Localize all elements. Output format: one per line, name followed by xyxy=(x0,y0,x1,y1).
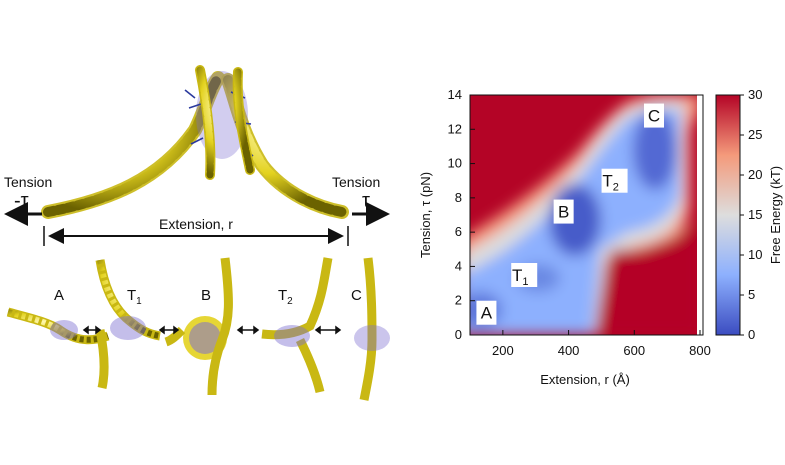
colorbar-tick-label: 30 xyxy=(748,87,762,102)
y-tick-label: 10 xyxy=(448,156,462,171)
state-box-label: T1 xyxy=(512,266,529,288)
right-tension-word: Tension xyxy=(332,174,380,190)
dna-helix-left-arm xyxy=(41,71,225,219)
state-label-a: A xyxy=(54,287,64,304)
right-tension-symbol: τ xyxy=(362,190,370,212)
y-tick-label: 8 xyxy=(455,190,462,205)
colorbar-tick-label: 15 xyxy=(748,207,762,222)
plot-frame xyxy=(469,94,704,336)
state-label-b: B xyxy=(201,287,211,304)
y-tick-label: 12 xyxy=(448,121,462,136)
colorbar-label: Free Energy (kT) xyxy=(768,166,783,264)
state-box-label: C xyxy=(648,107,660,126)
colorbar-tick-label: 0 xyxy=(748,327,755,342)
x-axis-label: Extension, r (Å) xyxy=(540,372,630,387)
state-box-c xyxy=(644,103,664,128)
state-label-c: C xyxy=(351,287,362,304)
state-box-a xyxy=(476,300,497,325)
x-tick-label: 600 xyxy=(623,343,645,358)
state-molecule-c xyxy=(354,257,390,401)
colorbar-tick-label: 5 xyxy=(748,287,755,302)
y-tick-label: 0 xyxy=(455,327,462,342)
stretched-nucleosome xyxy=(41,65,349,219)
state-molecule-b xyxy=(164,257,233,396)
state-label-t2: T2 xyxy=(278,287,293,307)
state-box-label: T2 xyxy=(602,172,619,194)
nucleosome-illustration: Tension -τ Tension τ Extension, r xyxy=(4,65,390,401)
y-axis-ticks: 0 2 4 6 8 10 12 14 xyxy=(448,87,475,342)
x-tick-label: 400 xyxy=(558,343,580,358)
x-tick-label: 200 xyxy=(492,343,514,358)
state-box-t2 xyxy=(601,168,628,193)
extension-label: Extension, r xyxy=(159,216,233,232)
heatmap-surface xyxy=(470,95,700,335)
colorbar-tick-label: 25 xyxy=(748,127,762,142)
state-transition-arrows xyxy=(82,325,342,335)
colorbar-tick-label: 10 xyxy=(748,247,762,262)
left-tension-word: Tension xyxy=(4,174,52,190)
y-tick-label: 2 xyxy=(455,293,462,308)
state-molecule-t1 xyxy=(95,259,161,389)
colorbar-ticks: 0 5 10 15 20 25 30 xyxy=(740,87,762,342)
state-box-b xyxy=(553,199,574,224)
state-molecule-t2 xyxy=(261,257,333,394)
colorbar xyxy=(715,94,741,336)
colorbar-tick-label: 20 xyxy=(748,167,762,182)
state-molecule-a xyxy=(6,307,110,345)
state-box-label: A xyxy=(481,304,493,323)
y-axis-label: Tension, τ (pN) xyxy=(418,172,433,258)
x-tick-label: 800 xyxy=(689,343,711,358)
left-tension-symbol: -τ xyxy=(14,190,29,212)
state-box-label: B xyxy=(558,203,569,222)
y-tick-label: 14 xyxy=(448,87,462,102)
state-label-t1: T1 xyxy=(127,287,142,307)
state-box-t1 xyxy=(511,263,538,287)
x-axis-ticks: 200 400 600 800 xyxy=(492,330,711,358)
y-tick-label: 4 xyxy=(455,258,462,273)
y-tick-label: 6 xyxy=(455,224,462,239)
state-label-boxes: A T1 B T2 C xyxy=(476,103,664,325)
